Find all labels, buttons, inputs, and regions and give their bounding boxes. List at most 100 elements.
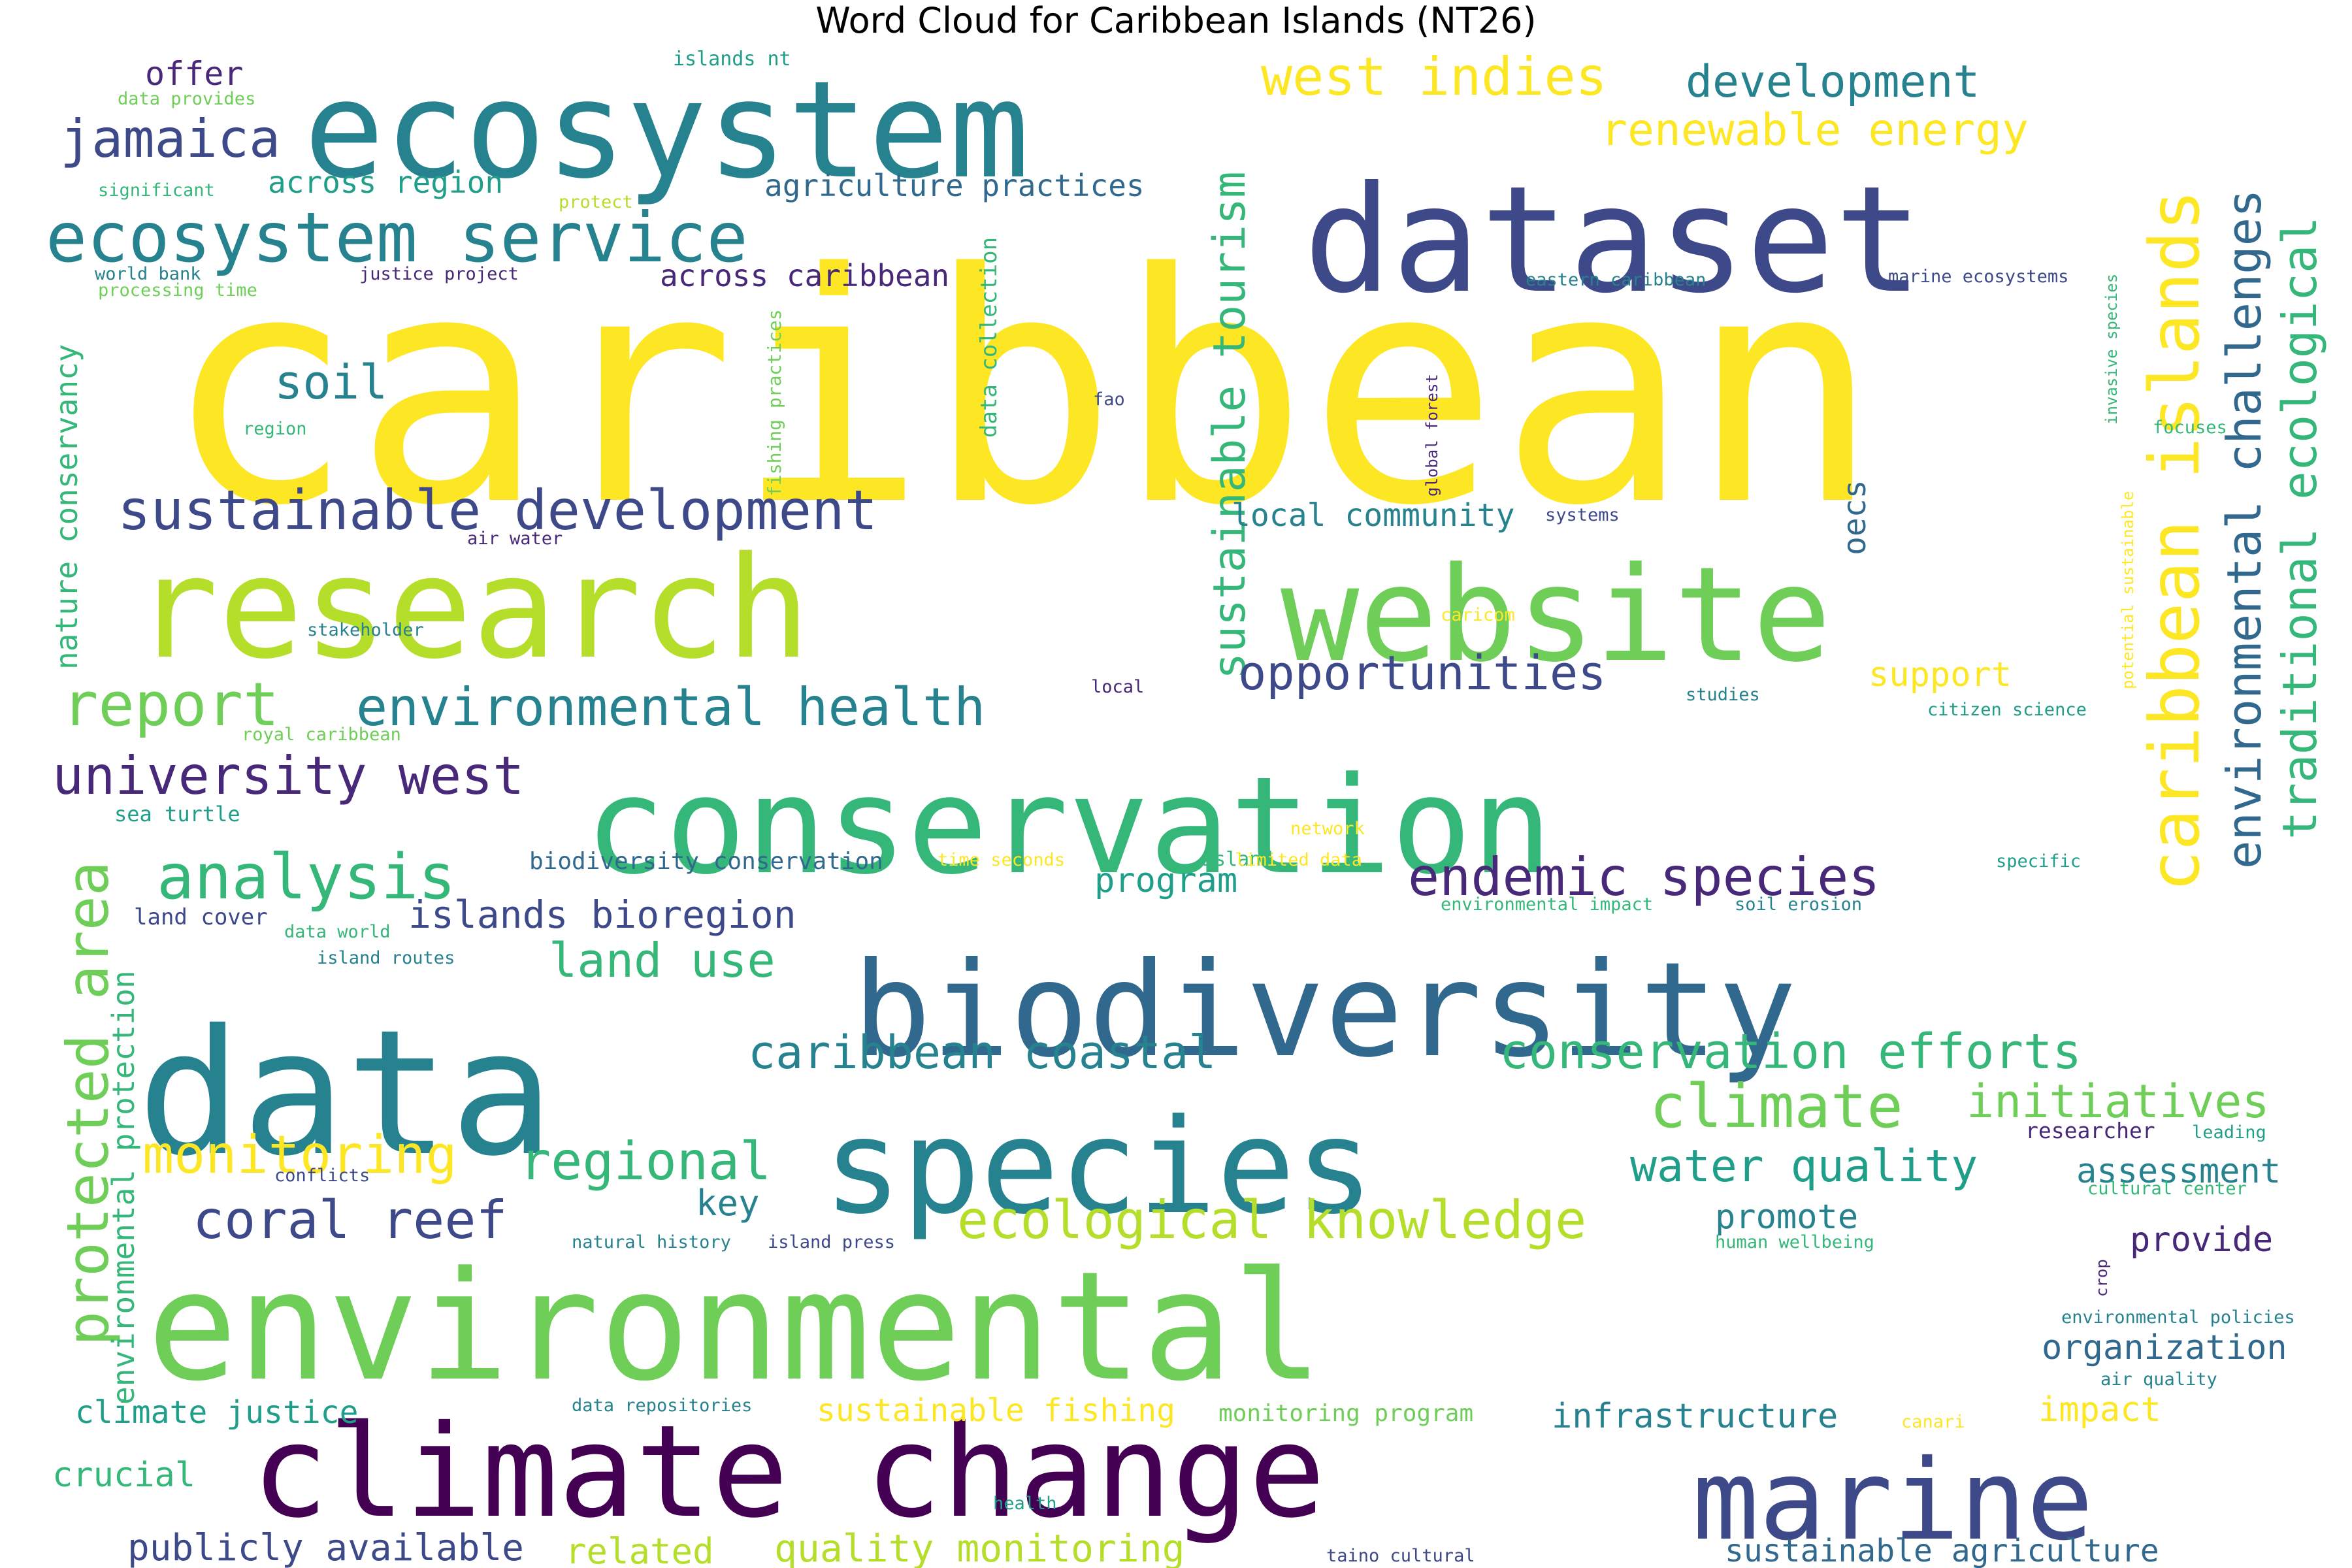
word-report: report	[62, 670, 279, 740]
word-climate-justice: climate justice	[75, 1394, 358, 1431]
word-environmental-impact: environmental impact	[1441, 894, 1653, 915]
word-air-quality: air quality	[2100, 1369, 2217, 1390]
word-oecs: oecs	[1837, 480, 1873, 555]
word-fishing-practices: fishing practices	[764, 309, 785, 497]
word-publicly-available: publicly available	[127, 1527, 524, 1568]
word-focuses: focuses	[2153, 417, 2227, 438]
word-promote: promote	[1715, 1198, 1858, 1237]
word-infrastructure: infrastructure	[1552, 1397, 1838, 1436]
word-caribbean: caribbean	[163, 206, 1880, 575]
word-world-bank: world bank	[95, 264, 201, 284]
word-protected-area: protected area	[54, 861, 122, 1346]
word-marine: marine	[1692, 1436, 2093, 1565]
word-offer: offer	[145, 55, 244, 93]
word-significant: significant	[98, 180, 215, 201]
word-quality-monitoring: quality monitoring	[774, 1526, 1185, 1568]
word-crucial: crucial	[52, 1456, 195, 1495]
word-biodiversity-conservation: biodiversity conservation	[529, 848, 883, 875]
word-soil-erosion: soil erosion	[1735, 894, 1862, 915]
word-caribbean-islands: caribbean islands	[2135, 189, 2215, 892]
word-region: region	[243, 419, 307, 439]
word-ecological-knowledge: ecological knowledge	[957, 1190, 1586, 1250]
word-data-repositories: data repositories	[572, 1396, 752, 1416]
word-land-cover: land cover	[134, 904, 268, 930]
word-endemic-species: endemic species	[1408, 847, 1880, 907]
word-provide: provide	[2130, 1220, 2273, 1260]
word-islands-nt: islands nt	[673, 48, 791, 71]
word-stakeholder: stakeholder	[307, 620, 424, 640]
word-health: health	[993, 1494, 1057, 1514]
word-island-press: island press	[768, 1232, 895, 1252]
word-island-routes: island routes	[317, 948, 455, 968]
word-local: local	[1091, 677, 1144, 697]
word-climate: climate	[1650, 1071, 1903, 1141]
word-invasive-species: invasive species	[2102, 274, 2121, 425]
word-initiatives: initiatives	[1967, 1075, 2270, 1128]
word-sustainable-fishing: sustainable fishing	[817, 1392, 1175, 1429]
word-environmental-protection: environmental protection	[106, 970, 141, 1405]
word-climate-change: climate change	[252, 1397, 1326, 1546]
word-cultural-center: cultural center	[2087, 1179, 2247, 1199]
word-specific: specific	[1996, 851, 2081, 872]
word-nature-conservancy: nature conservancy	[49, 344, 84, 670]
word-studies: studies	[1686, 685, 1760, 705]
word-canari: canari	[1901, 1412, 1965, 1432]
word-regional: regional	[519, 1131, 771, 1192]
word-taino-cultural: taino cultural	[1326, 1546, 1475, 1566]
word-processing-time: processing time	[98, 280, 257, 301]
word-university-west: university west	[52, 745, 524, 806]
word-coral-reef: coral reef	[193, 1190, 508, 1250]
word-opportunities: opportunities	[1238, 645, 1607, 700]
word-key: key	[696, 1183, 760, 1224]
word-islands-bioregion: islands bioregion	[408, 892, 796, 937]
word-species: species	[823, 1091, 1374, 1243]
word-caricom: caricom	[1441, 605, 1515, 625]
word-water-quality: water quality	[1630, 1141, 1978, 1192]
word-royal-caribbean: royal caribbean	[242, 725, 401, 745]
word-local-community: local community	[1232, 497, 1514, 534]
word-support: support	[1869, 655, 2012, 694]
word-development: development	[1686, 56, 1980, 108]
word-conservation-efforts: conservation efforts	[1499, 1024, 2082, 1080]
word-conflicts: conflicts	[274, 1166, 370, 1186]
word-network: network	[1290, 819, 1365, 839]
word-website: website	[1281, 539, 1831, 691]
word-limited-data: limited data	[1235, 850, 1362, 870]
chart-title: Word Cloud for Caribbean Islands (NT26)	[815, 0, 1537, 41]
word-across-caribbean: across caribbean	[660, 258, 949, 293]
word-data: data	[137, 993, 554, 1194]
word-sustainable-development: sustainable development	[118, 478, 877, 542]
word-monitoring: monitoring	[142, 1124, 457, 1185]
word-biodiversity: biodiversity	[853, 934, 1797, 1086]
word-west-indies: west indies	[1261, 46, 1607, 107]
word-ecosystem: ecosystem	[304, 53, 1030, 208]
word-systems: systems	[1545, 505, 1620, 525]
word-island: island	[1202, 848, 1273, 871]
word-global-forest: global forest	[1423, 374, 1441, 497]
word-research: research	[134, 526, 811, 690]
word-fao: fao	[1093, 389, 1125, 410]
word-leading: leading	[2192, 1122, 2266, 1143]
word-soil: soil	[274, 355, 387, 410]
word-protect: protect	[559, 192, 633, 212]
word-natural-history: natural history	[572, 1232, 731, 1252]
word-related: related	[565, 1531, 714, 1568]
word-sea-turtle: sea turtle	[114, 802, 240, 826]
word-land-use: land use	[549, 933, 776, 988]
word-citizen-science: citizen science	[1927, 700, 2087, 720]
word-dataset: dataset	[1303, 155, 1923, 326]
word-monitoring-program: monitoring program	[1218, 1400, 1473, 1427]
word-jamaica: jamaica	[60, 108, 280, 169]
word-human-wellbeing: human wellbeing	[1715, 1232, 1874, 1252]
word-researcher: researcher	[2025, 1118, 2155, 1143]
word-program: program	[1094, 861, 1237, 900]
word-traditional-ecological: traditional ecological	[2272, 216, 2327, 840]
word-sustainable-agriculture: sustainable agriculture	[1725, 1533, 2159, 1568]
word-caribbean-coastal: caribbean coastal	[748, 1026, 1216, 1079]
word-data-collection: data collection	[976, 237, 1002, 438]
word-justice-project: justice project	[359, 264, 519, 284]
word-across-region: across region	[268, 165, 503, 200]
word-environmental-health: environmental health	[356, 677, 985, 738]
word-marine-ecosystems: marine ecosystems	[1888, 267, 2068, 287]
